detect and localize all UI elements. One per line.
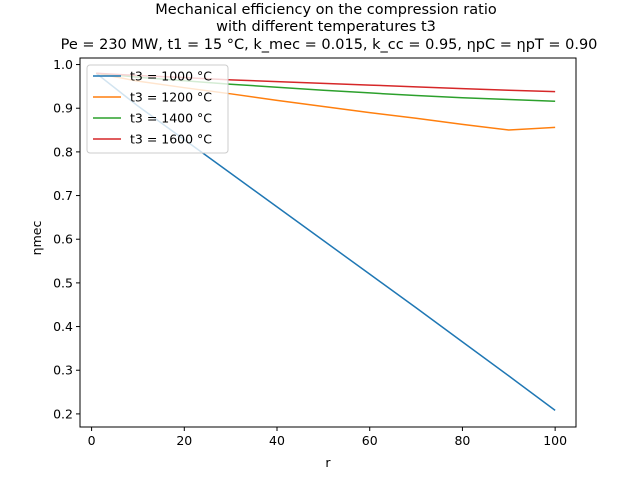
x-tick-label: 60 — [362, 433, 378, 448]
legend-entry-3: t3 = 1400 °C — [130, 111, 212, 126]
legend: t3 = 1000 °C t3 = 1200 °C t3 = 1400 °C t3 =… — [86, 64, 229, 154]
chart-title-line-3: Pe = 230 MW, t1 = 15 °C, k_mec = 0.015, … — [61, 37, 598, 53]
x-tick-label: 0 — [88, 433, 96, 448]
y-tick-label: 0.5 — [53, 275, 73, 290]
y-tick-label: 1.0 — [53, 57, 73, 72]
y-axis-ticks: 0.2 0.3 0.4 0.5 0.6 0.7 0.8 0.9 1.0 — [53, 57, 80, 421]
y-tick-label: 0.4 — [53, 319, 73, 334]
y-tick-label: 0.3 — [53, 363, 73, 378]
plot-frame — [79, 57, 577, 428]
legend-entry-2: t3 = 1200 °C — [130, 90, 212, 105]
x-tick-label: 40 — [269, 433, 285, 448]
y-tick-label: 0.2 — [53, 406, 73, 421]
x-tick-label: 100 — [543, 433, 567, 448]
x-axis-label: r — [325, 455, 331, 470]
y-tick-label: 0.9 — [53, 101, 73, 116]
legend-entry-4: t3 = 1600 °C — [130, 132, 212, 147]
x-tick-label: 20 — [176, 433, 192, 448]
chart-title-line-1: Mechanical efficiency on the compression… — [155, 2, 497, 18]
y-axis-label: ηmec — [29, 221, 44, 256]
x-axis-ticks: 0 20 40 60 80 100 — [88, 427, 567, 448]
legend-entry-1: t3 = 1000 °C — [130, 69, 212, 84]
y-tick-label: 0.8 — [53, 144, 73, 159]
legend-box — [86, 64, 229, 154]
chart-title-line-2: with different temperatures t3 — [216, 19, 436, 35]
x-tick-label: 80 — [454, 433, 470, 448]
y-tick-label: 0.7 — [53, 188, 73, 203]
y-tick-label: 0.6 — [53, 232, 73, 247]
